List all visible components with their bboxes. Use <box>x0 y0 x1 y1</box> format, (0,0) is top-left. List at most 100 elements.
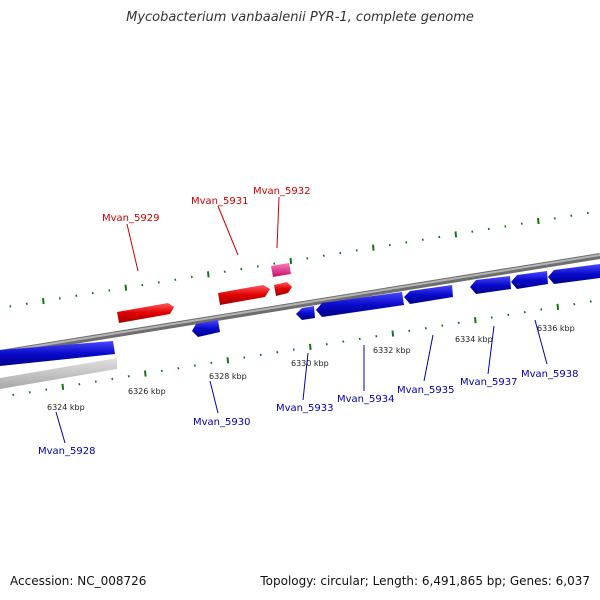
minor-tick <box>78 382 81 386</box>
genome-backbone <box>0 253 600 356</box>
major-tick <box>537 217 540 225</box>
gene-label-mvan-5930[interactable]: Mvan_5930 <box>193 417 250 428</box>
minor-tick <box>520 222 523 225</box>
minor-tick <box>259 353 262 357</box>
minor-tick <box>243 356 246 359</box>
minor-tick <box>441 324 444 327</box>
minor-tick <box>586 211 589 215</box>
major-tick <box>372 244 375 251</box>
partial-gene-grey <box>0 358 117 389</box>
gene-label-mvan-5932[interactable]: Mvan_5932 <box>253 186 310 197</box>
gene-label-mvan-5929[interactable]: Mvan_5929 <box>102 213 159 224</box>
major-tick <box>42 297 45 305</box>
minor-tick <box>388 243 391 247</box>
minor-tick <box>438 235 441 239</box>
map-title: Mycobacterium vanbaalenii PYR-1, complet… <box>126 10 474 25</box>
minor-tick <box>424 326 427 330</box>
major-tick <box>454 231 458 238</box>
minor-tick <box>375 334 378 338</box>
minor-tick <box>421 238 424 241</box>
minor-tick <box>141 283 144 287</box>
major-tick <box>309 343 312 350</box>
minor-tick <box>276 350 279 354</box>
major-tick <box>207 271 210 278</box>
minor-tick <box>9 305 12 308</box>
minor-tick <box>91 291 94 295</box>
minor-tick <box>190 275 193 279</box>
gene-label-mvan-5931[interactable]: Mvan_5931 <box>191 196 248 207</box>
gene-label-mvan-5937[interactable]: Mvan_5937 <box>460 377 517 388</box>
minor-tick <box>223 270 226 273</box>
gene-arrow-mvan-5938[interactable] <box>548 264 600 284</box>
tick-label: 6336 kbp <box>537 324 575 333</box>
tick-labels: 6324 kbp 6326 kbp 6328 kbp 6330 kbp 6332… <box>47 324 575 412</box>
minor-tick <box>157 281 160 284</box>
forward-ruler <box>9 211 589 308</box>
minor-tick <box>358 337 361 341</box>
minor-tick <box>487 227 490 231</box>
reverse-gene-labels: Mvan_5928 Mvan_5930 Mvan_5933 Mvan_5934 … <box>38 319 578 457</box>
leader-line <box>487 325 495 375</box>
minor-tick <box>589 300 592 303</box>
minor-tick <box>108 289 111 292</box>
tick-label: 6326 kbp <box>128 387 166 396</box>
minor-tick <box>322 254 325 257</box>
leader-line <box>217 205 239 256</box>
gene-label-mvan-5933[interactable]: Mvan_5933 <box>276 403 333 414</box>
leader-line <box>209 380 219 414</box>
minor-tick <box>193 364 196 367</box>
reverse-genes <box>0 264 600 366</box>
gene-arrow-mvan-5937b[interactable] <box>511 271 548 289</box>
minor-tick <box>292 348 295 351</box>
gene-arrow-mvan-5937[interactable] <box>470 276 511 294</box>
minor-tick <box>75 294 78 297</box>
minor-tick <box>210 361 213 365</box>
minor-tick <box>339 251 342 255</box>
minor-tick <box>342 340 345 343</box>
gene-label-mvan-5935[interactable]: Mvan_5935 <box>397 385 454 396</box>
minor-tick <box>28 391 31 394</box>
minor-tick <box>405 241 408 244</box>
major-tick <box>556 303 560 310</box>
minor-tick <box>174 278 177 281</box>
leader-line <box>55 411 66 444</box>
gene-arrow-mvan-5934[interactable] <box>316 292 404 317</box>
minor-tick <box>408 329 411 333</box>
gene-label-mvan-5934[interactable]: Mvan_5934 <box>337 394 394 405</box>
minor-tick <box>25 302 28 305</box>
accession-text: Accession: NC_008726 <box>10 574 147 588</box>
tick-label: 6328 kbp <box>209 372 247 381</box>
reverse-ruler <box>12 300 592 397</box>
gene-arrow-mvan-5931[interactable] <box>218 285 270 305</box>
minor-tick <box>553 217 556 220</box>
major-tick <box>61 383 65 390</box>
gene-arrow-mvan-5932[interactable] <box>274 282 292 296</box>
forward-genes <box>117 263 292 323</box>
gene-arrow-mvan-5933[interactable] <box>296 306 315 320</box>
gene-label-mvan-5928[interactable]: Mvan_5928 <box>38 446 95 457</box>
gene-arrow-mvan-5928[interactable] <box>0 341 115 366</box>
gene-arrow-mvan-5935[interactable] <box>404 285 453 304</box>
minor-tick <box>471 230 474 233</box>
genome-stats-text: Topology: circular; Length: 6,491,865 bp… <box>260 574 590 588</box>
minor-tick <box>325 342 328 346</box>
leader-line <box>534 319 548 365</box>
rna-gene-box[interactable] <box>271 263 291 277</box>
leader-line <box>423 334 434 382</box>
minor-tick <box>457 321 460 325</box>
minor-tick <box>573 302 576 306</box>
major-tick <box>289 257 293 265</box>
minor-tick <box>160 369 163 373</box>
tick-label: 6334 kbp <box>455 335 493 344</box>
minor-tick <box>240 267 243 271</box>
minor-tick <box>45 388 48 391</box>
minor-tick <box>111 377 114 381</box>
gene-arrow-mvan-5929[interactable] <box>117 303 174 323</box>
leader-line <box>302 352 309 401</box>
minor-tick <box>490 316 493 319</box>
gene-arrow-mvan-5930[interactable] <box>192 320 220 337</box>
minor-tick <box>94 380 97 383</box>
minor-tick <box>570 214 573 217</box>
gene-label-mvan-5938[interactable]: Mvan_5938 <box>521 369 578 380</box>
